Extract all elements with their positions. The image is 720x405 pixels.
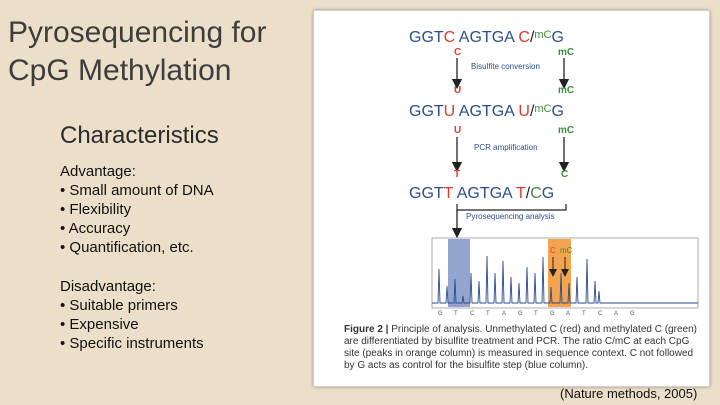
svg-text:G: G xyxy=(518,311,523,317)
svg-text:G: G xyxy=(550,311,555,317)
svg-text:C: C xyxy=(598,311,603,317)
peak-label-c: C xyxy=(550,246,556,255)
step1-right-out: mC xyxy=(558,85,574,96)
figure-diagram: GGTC AGTGA C/mCG C mC Bisulfite conversi… xyxy=(409,29,699,317)
advantage-section: Advantage: • Small amount of DNA • Flexi… xyxy=(60,162,214,257)
step2-label: PCR amplification xyxy=(474,143,538,152)
step1-right-label: mC xyxy=(558,47,574,58)
advantage-item: • Quantification, etc. xyxy=(60,239,194,256)
disadvantage-list: • Suitable primers • Expensive • Specifi… xyxy=(60,296,204,353)
svg-text:C: C xyxy=(470,311,475,317)
step2-right-label: mC xyxy=(558,125,574,136)
step2-left-out: T xyxy=(454,169,460,180)
svg-text:T: T xyxy=(534,311,538,317)
title-line-2: CpG Methylation xyxy=(8,54,232,87)
blue-column xyxy=(448,239,470,307)
sequence-1: GGTC AGTGA C/mCG xyxy=(409,29,564,46)
slide-subtitle: Characteristics xyxy=(60,122,219,149)
disadvantage-item: • Specific instruments xyxy=(60,335,204,352)
svg-text:A: A xyxy=(502,311,506,317)
disadvantage-item: • Expensive xyxy=(60,316,139,333)
step1-left-label: C xyxy=(454,47,461,58)
disadvantage-heading: Disadvantage: xyxy=(60,278,156,295)
bracket xyxy=(456,204,567,211)
step2-right-out: C xyxy=(561,169,568,180)
advantage-item: • Accuracy xyxy=(60,220,131,237)
caption-label: Figure 2 | xyxy=(344,324,389,335)
step3-label: Pyrosequencing analysis xyxy=(466,212,555,221)
slide-title: Pyrosequencing for CpG Methylation xyxy=(8,14,308,90)
advantage-heading: Advantage: xyxy=(60,163,136,180)
svg-text:A: A xyxy=(614,311,618,317)
svg-text:G: G xyxy=(630,311,635,317)
figure-caption: Figure 2 | Principle of analysis. Unmeth… xyxy=(344,324,706,372)
svg-text:G: G xyxy=(438,311,443,317)
svg-text:A: A xyxy=(566,311,570,317)
svg-text:T: T xyxy=(486,311,490,317)
peak-label-mc: mC xyxy=(560,246,573,255)
source-credit: (Nature methods, 2005) xyxy=(560,386,698,401)
disadvantage-section: Disadvantage: • Suitable primers • Expen… xyxy=(60,277,204,353)
pyrosequencing-figure: GGTC AGTGA C/mCG C mC Bisulfite conversi… xyxy=(313,10,710,387)
svg-text:T: T xyxy=(582,311,586,317)
pyrogram-frame xyxy=(431,237,699,309)
step1-left-out: U xyxy=(454,85,461,96)
pyrogram-trace xyxy=(432,255,698,304)
title-line-1: Pyrosequencing for xyxy=(8,16,267,49)
caption-text: Principle of analysis. Unmethylated C (r… xyxy=(344,324,697,371)
step2-left-label: U xyxy=(454,125,461,136)
advantage-item: • Flexibility xyxy=(60,201,132,218)
sequence-3: GGTT AGTGA T/CG xyxy=(409,185,554,202)
svg-text:T: T xyxy=(454,311,458,317)
orange-column xyxy=(548,239,571,307)
pyrogram-axis: G T C T A G T G A T C A G xyxy=(438,311,635,317)
disadvantage-item: • Suitable primers xyxy=(60,297,178,314)
advantage-item: • Small amount of DNA xyxy=(60,182,214,199)
step1-label: Bisulfite conversion xyxy=(471,62,540,71)
advantage-list: • Small amount of DNA • Flexibility • Ac… xyxy=(60,181,214,257)
sequence-2: GGTU AGTGA U/mCG xyxy=(409,103,564,120)
